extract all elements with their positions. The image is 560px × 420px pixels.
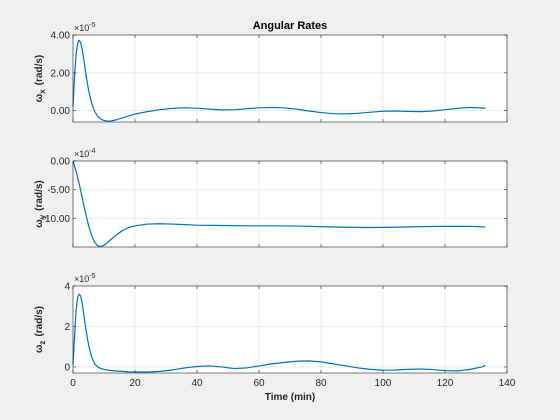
- axes-frame: [72, 285, 508, 374]
- y-axis-label-subscript: x: [38, 89, 47, 94]
- exponent-label: ×10-5: [74, 22, 96, 33]
- x-tick-label: 60: [253, 378, 265, 389]
- y-axis-label-subscript: y: [38, 214, 47, 219]
- exponent-base: ×10: [74, 149, 89, 159]
- y-tick-label: -5.00: [47, 185, 70, 196]
- subplot-omega-y: -10.00 -5.00 0.00×10-4 ωy (rad/s): [34, 148, 508, 248]
- subplot-omega-z: 0 2 4 ×10-5 ωz (rad/s) 0 20 40 60 80 100 120 140 Time …: [34, 273, 516, 403]
- series-line: [72, 293, 486, 373]
- exponent-power: -5: [89, 22, 95, 29]
- y-tick-label: 4.00: [51, 31, 71, 42]
- series-line: [72, 160, 486, 248]
- exponent-label: ×10-4: [74, 148, 96, 159]
- y-tick-label: -10.00: [42, 214, 71, 225]
- y-tick-label: 4: [64, 282, 70, 293]
- exponent-base: ×10: [74, 274, 89, 284]
- y-axis-label-symbol: ω: [34, 219, 45, 228]
- y-axis-label: ωx (rad/s): [34, 55, 47, 102]
- y-tick-label: 2.00: [51, 68, 71, 79]
- plot-area: [73, 286, 507, 373]
- axes-frame: [72, 34, 508, 123]
- chart-title: Angular Rates: [253, 20, 328, 32]
- x-tick-label: 100: [375, 378, 392, 389]
- plot-area: [73, 161, 507, 247]
- axes-frame: [72, 160, 508, 248]
- exponent-base: ×10: [74, 23, 89, 33]
- subplot-omega-x: 0.00 2.00 4.00×10-5 ωx (rad/s) Angular Rates: [34, 20, 508, 123]
- y-axis-label-unit: (rad/s): [34, 306, 45, 337]
- exponent-power: -5: [89, 273, 95, 280]
- y-tick-label: 2: [64, 322, 70, 333]
- y-axis-label-unit: (rad/s): [34, 55, 45, 86]
- x-tick-label: 40: [191, 378, 203, 389]
- y-axis-label: ωz (rad/s): [34, 306, 47, 353]
- x-tick-label: 80: [315, 378, 327, 389]
- x-axis-label: Time (min): [265, 392, 315, 403]
- exponent-power: -4: [89, 148, 95, 155]
- y-axis-label-symbol: ω: [34, 344, 45, 353]
- y-axis-label-unit: (rad/s): [34, 180, 45, 211]
- x-tick-label: 120: [437, 378, 454, 389]
- y-tick-label: 0.00: [51, 106, 71, 117]
- y-tick-label: 0.00: [51, 157, 71, 168]
- x-tick-label: 0: [70, 378, 76, 389]
- x-tick-label: 140: [499, 378, 516, 389]
- y-axis-label-symbol: ω: [34, 93, 45, 102]
- y-axis-label: ωy (rad/s): [34, 180, 47, 227]
- series-line: [72, 39, 486, 122]
- exponent-label: ×10-5: [74, 273, 96, 284]
- y-axis-label-subscript: z: [38, 341, 47, 345]
- x-tick-label: 20: [129, 378, 141, 389]
- plot-area: [73, 35, 507, 122]
- y-tick-label: 0: [64, 362, 70, 373]
